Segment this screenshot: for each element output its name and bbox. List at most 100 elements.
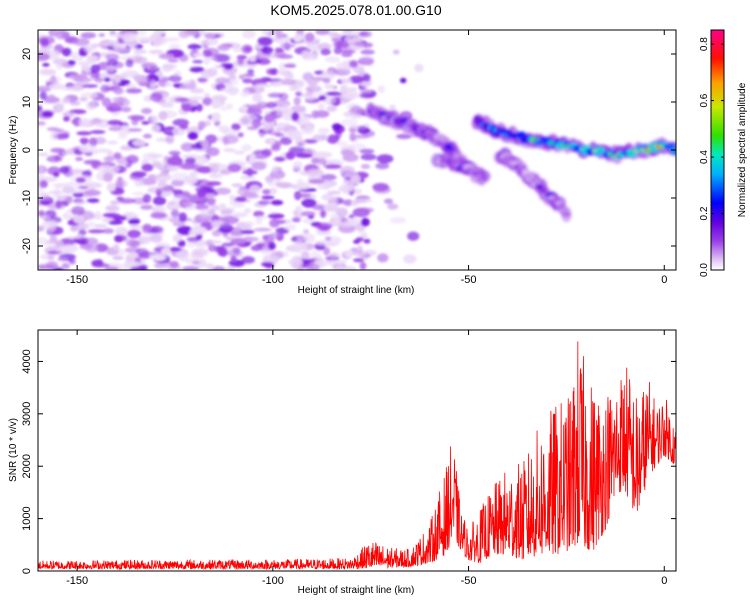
spectrogram-noise-cell: [39, 91, 47, 100]
spectrogram-noise-cell: [147, 174, 157, 180]
spectrogram-noise-cell: [303, 229, 310, 235]
spectrogram-noise-cell: [241, 144, 252, 152]
spectrogram-noise-cell: [314, 110, 330, 118]
spectrogram-noise-cell: [257, 36, 273, 46]
spectrogram-noise-cell: [262, 30, 269, 36]
spectrogram-noise-cell: [211, 204, 220, 211]
spectrogram-track-cell: [558, 207, 570, 213]
snr-y-axis: 0 1000 2000 3000 4000: [21, 349, 676, 574]
spectrogram-noise-cell: [142, 223, 153, 232]
spectrogram-noise-cell: [353, 41, 366, 47]
spectrogram-noise-cell: [355, 134, 370, 139]
spectrogram-noise-cell: [302, 217, 315, 225]
spectrogram-noise-cell: [363, 238, 371, 244]
spectrogram-noise-cell: [250, 245, 263, 252]
spectrogram-noise-cell: [291, 112, 300, 122]
spectrogram-noise-cell: [98, 33, 106, 37]
spectrogram-noise-cell: [344, 91, 356, 98]
spectrogram-noise-cell: [348, 214, 355, 219]
spectrogram-noise-cell: [275, 126, 285, 132]
spectrogram-noise-cell: [39, 68, 57, 76]
x-tick-label: -50: [461, 575, 477, 587]
spectrogram-noise-cell: [275, 182, 293, 188]
spectrogram-noise-cell: [52, 183, 71, 188]
spectrogram-noise-cell: [106, 182, 116, 192]
spectrogram-noise-cell: [168, 218, 179, 223]
spectrogram-noise-cell: [125, 59, 134, 68]
spectrogram-noise-cell: [211, 230, 222, 237]
spectrogram-noise-cell: [152, 162, 164, 168]
y-tick-label: 2000: [21, 454, 33, 478]
colorbar: 0.0 0.2 0.4 0.6 0.8 Normalized spectral ampl…: [699, 29, 748, 277]
spectrogram-noise-cell: [83, 159, 102, 165]
spectrogram-noise-cell: [326, 106, 338, 112]
spectrogram-noise-cell: [341, 30, 360, 37]
spectrogram-noise-cell: [176, 225, 193, 235]
spectrogram-noise-cell: [190, 226, 207, 235]
spectrogram-noise-cell: [218, 247, 228, 257]
spectrogram-noise-cell: [276, 30, 283, 40]
spectrogram-noise-cell: [293, 96, 301, 106]
spectrogram-noise-cell: [389, 104, 396, 110]
spectrogram-noise-cell: [270, 145, 281, 152]
spectrogram-noise-cell: [90, 64, 101, 74]
spectrogram-noise-cell: [139, 177, 157, 186]
spectrogram-noise-cell: [121, 32, 139, 43]
spectrogram-noise-cell: [133, 49, 147, 54]
spectrogram-noise-cell: [118, 198, 136, 204]
x-tick-label: 0: [661, 274, 667, 286]
spectrogram-noise-cell: [295, 91, 302, 97]
spectrogram-noise-cell: [335, 34, 343, 39]
spectrogram-noise-cell: [204, 240, 222, 244]
spectrogram-noise-cell: [62, 186, 75, 194]
spectrogram-noise-cell: [149, 235, 163, 243]
spectrogram-noise-cell: [114, 234, 124, 243]
spectrogram-noise-cell: [70, 225, 79, 232]
spectrogram-noise-cell: [306, 78, 319, 86]
spectrogram-noise-cell: [50, 130, 58, 141]
spectrogram-noise-cell: [50, 75, 57, 85]
spectrogram-noise-cell: [94, 224, 108, 229]
spectrogram-noise-cell: [79, 244, 93, 250]
spectrogram-noise-cell: [353, 198, 367, 204]
spectrogram-noise-cell: [104, 266, 120, 270]
spectrogram-noise-cell: [222, 136, 229, 146]
spectrogram-noise-cell: [47, 254, 55, 261]
spectrogram-noise-cell: [350, 174, 361, 184]
spectrogram-noise-cell: [243, 221, 255, 226]
spectrogram-noise-cell: [220, 106, 228, 112]
spectrogram-noise-cell: [179, 123, 189, 130]
spectrogram-noise-cell: [125, 88, 143, 94]
spectrogram-noise-cell: [83, 189, 101, 197]
colorbar-tick-label: 0.2: [699, 206, 710, 220]
spectrogram-noise-cell: [211, 112, 221, 122]
spectrogram-noise-cell: [204, 32, 216, 38]
spectrogram-noise-cell: [352, 207, 370, 218]
spectrogram-noise-cell: [242, 191, 258, 198]
spectrogram-noise-cell: [85, 221, 96, 228]
spectrogram-noise-cell: [338, 185, 354, 193]
spectrogram-noise-cell: [356, 237, 364, 242]
spectrogram-noise-cell: [165, 82, 172, 87]
spectrogram-noise-cell: [83, 44, 97, 51]
spectrogram-noise-cell: [168, 74, 182, 83]
spectrogram-noise-cell: [246, 168, 254, 177]
spectrogram-noise-cell: [149, 92, 163, 102]
spectrogram-noise-cell: [325, 159, 344, 166]
spectrogram-noise-cell: [348, 128, 357, 133]
colorbar-tick-label: 0.8: [699, 37, 710, 51]
x-tick-label: -100: [262, 274, 284, 286]
spectrogram-noise-cell: [77, 61, 91, 67]
spectrogram-noise-cell: [292, 160, 303, 171]
snr-frame: [37, 329, 677, 572]
spectrogram-noise-cell: [52, 58, 68, 65]
spectrogram-noise-cell: [73, 200, 89, 206]
spectrogram-noise-cell: [301, 251, 310, 260]
spectrogram-noise-cell: [182, 201, 194, 207]
spectrogram-noise-cell: [225, 103, 234, 110]
spectrogram-noise-cell: [90, 130, 106, 134]
spectrogram-noise-cell: [295, 181, 311, 190]
spectrogram-noise-cell: [38, 236, 48, 246]
spectrogram-noise-cell: [231, 123, 241, 131]
spectrogram-noise-cell: [72, 192, 84, 198]
